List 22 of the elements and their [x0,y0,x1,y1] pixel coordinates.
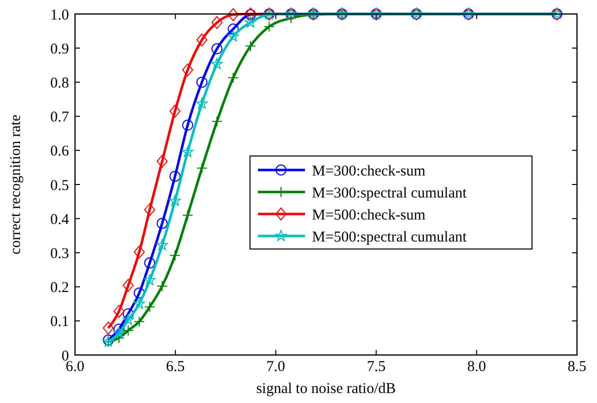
y-tick-label: 0.6 [50,144,70,160]
x-tick-label: 6.5 [166,359,185,375]
y-tick-label: 0.7 [50,110,70,126]
x-tick-label: 7.0 [266,359,286,375]
x-tick-label: 8.0 [467,359,486,375]
legend-label: M=500:check-sum [312,207,426,224]
x-tick-label: 8.5 [568,359,586,375]
y-axis-title: correct recognition rate [8,114,24,254]
legend-label: M=500:spectral cumulant [312,229,468,246]
y-tick-label: 0.8 [50,75,69,92]
y-tick-label: 1.0 [50,7,69,24]
x-tick-label: 6.0 [66,359,84,375]
x-axis-title: signal to noise ratio/dB [256,381,396,397]
y-tick-label: 0.3 [50,246,69,262]
y-tick-label: 0.1 [50,314,69,330]
legend-label: M=300:spectral cumulant [312,185,468,202]
y-tick-label: 0.4 [50,212,70,228]
y-tick-label: 0.9 [50,41,69,58]
legend-label: M=300:check-sum [312,163,426,180]
x-tick-label: 7.5 [366,359,386,375]
y-tick-label: 0.5 [50,178,69,194]
y-tick-label: 0.2 [50,280,69,296]
